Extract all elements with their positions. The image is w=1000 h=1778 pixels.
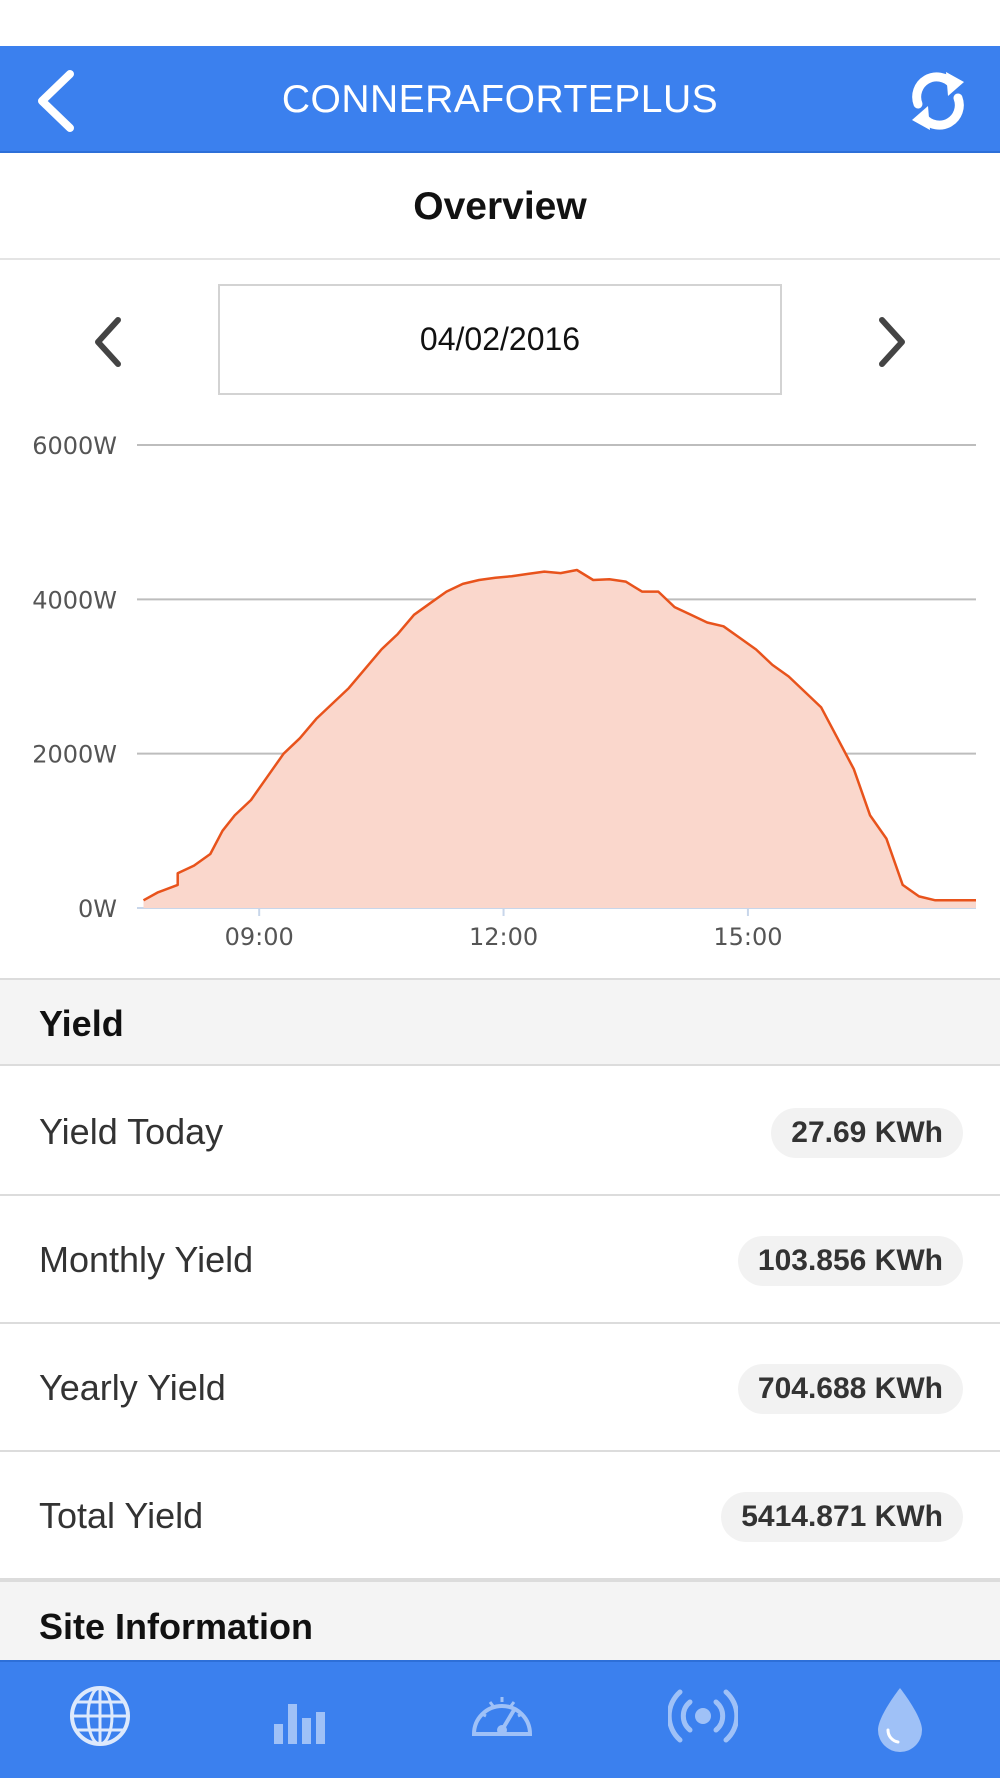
yearly-yield-value: 704.688 KWh	[737, 1364, 963, 1414]
refresh-button[interactable]	[906, 68, 970, 134]
y-tick-label: 2000W	[32, 741, 117, 769]
power-line	[142, 568, 976, 902]
yield-row-monthly: Monthly Yield 103.856 KWh	[0, 1196, 1000, 1324]
status-bar	[0, 0, 1000, 46]
total-yield-label: Total Yield	[39, 1495, 204, 1536]
broadcast-icon	[668, 1689, 738, 1743]
power-chart: 0W 2000W 4000W 6000W 09:00 12:00 15:00	[0, 415, 1000, 975]
tab-water[interactable]	[800, 1662, 1000, 1778]
tab-statistics[interactable]	[200, 1662, 400, 1778]
yearly-yield-label: Yearly Yield	[39, 1367, 226, 1408]
bar-chart-icon	[274, 1704, 325, 1744]
date-field[interactable]: 04/02/2016	[218, 284, 782, 395]
yield-today-value: 27.69 KWh	[771, 1108, 963, 1158]
next-day-button[interactable]	[860, 312, 920, 372]
monthly-yield-label: Monthly Yield	[39, 1239, 254, 1280]
monthly-yield-value: 103.856 KWh	[737, 1236, 963, 1286]
power-area	[143, 570, 976, 908]
speedometer-icon	[471, 1697, 533, 1736]
site-info-section-header: Site Information	[0, 1580, 1000, 1662]
yield-section-header: Yield	[0, 978, 1000, 1066]
date-selector: 04/02/2016	[0, 262, 1000, 412]
yield-today-label: Yield Today	[39, 1111, 224, 1152]
chevron-left-icon	[95, 317, 121, 367]
x-tick-label: 09:00	[225, 923, 294, 951]
tab-overview[interactable]	[0, 1662, 200, 1778]
y-tick-label: 0W	[78, 895, 117, 923]
x-tick-label: 12:00	[469, 923, 538, 951]
globe-icon	[70, 1686, 130, 1746]
page-title: Overview	[413, 185, 587, 228]
total-yield-value: 5414.871 KWh	[721, 1492, 963, 1542]
tab-broadcast[interactable]	[600, 1662, 800, 1778]
water-drop-icon	[878, 1688, 922, 1752]
app-title: CONNERAFORTEPLUS	[281, 78, 719, 121]
yield-row-yearly: Yearly Yield 704.688 KWh	[0, 1324, 1000, 1452]
chevron-right-icon	[879, 317, 905, 367]
top-nav-bar: CONNERAFORTEPLUS	[0, 46, 1000, 153]
bottom-tab-bar	[0, 1660, 1000, 1778]
refresh-icon	[912, 72, 964, 130]
yield-row-today: Yield Today 27.69 KWh	[0, 1068, 1000, 1196]
site-info-section-title: Site Information	[39, 1606, 314, 1647]
previous-day-button[interactable]	[80, 312, 140, 372]
y-tick-label: 6000W	[32, 432, 117, 460]
power-chart-svg: 0W 2000W 4000W 6000W 09:00 12:00 15:00	[32, 432, 976, 951]
yield-row-total: Total Yield 5414.871 KWh	[0, 1452, 1000, 1580]
x-tick-label: 15:00	[713, 923, 782, 951]
back-button[interactable]	[30, 68, 90, 134]
overview-header: Overview	[0, 153, 1000, 260]
tab-dashboard[interactable]	[400, 1662, 600, 1778]
yield-section-title: Yield	[39, 1003, 124, 1044]
chevron-left-icon	[38, 70, 74, 132]
y-tick-label: 4000W	[32, 586, 117, 614]
